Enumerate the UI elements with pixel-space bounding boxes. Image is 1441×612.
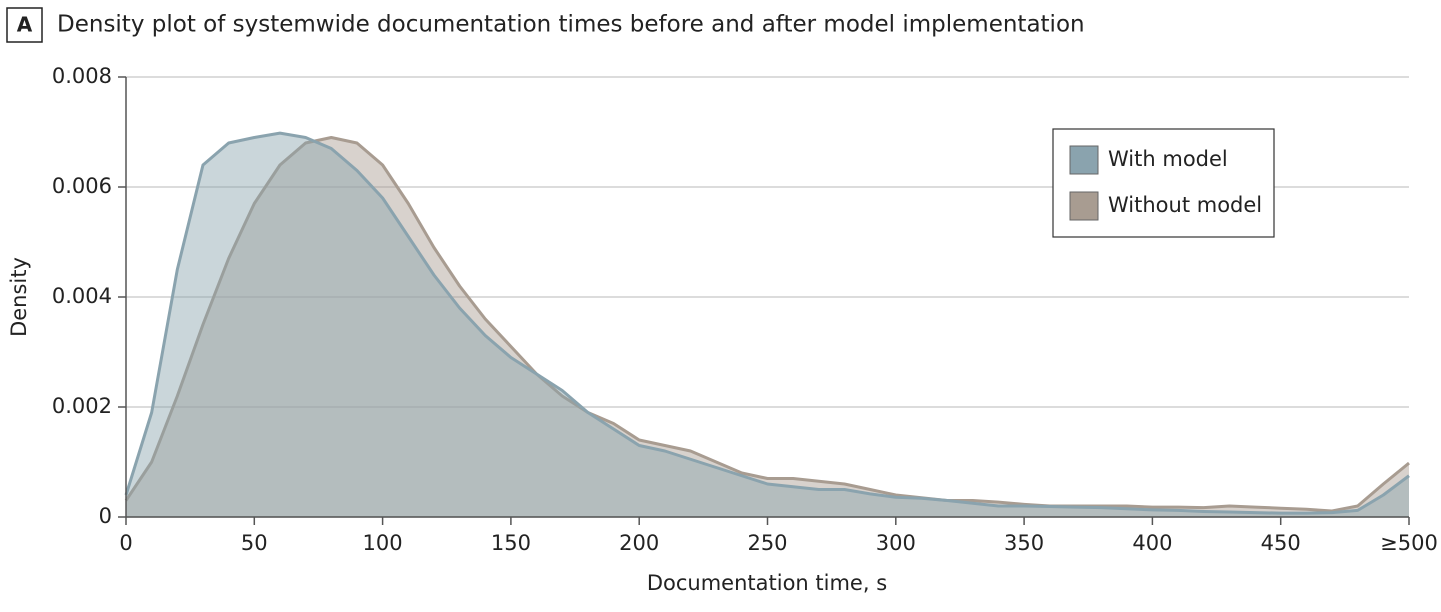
x-axis-label: Documentation time, s bbox=[647, 571, 887, 595]
x-tick-label: 300 bbox=[876, 531, 916, 555]
y-tick-label: 0.004 bbox=[52, 284, 112, 308]
legend-box bbox=[1052, 128, 1275, 238]
chart-title: Density plot of systemwide documentation… bbox=[57, 12, 1085, 38]
x-tick-label: 0 bbox=[119, 531, 132, 555]
legend-swatch bbox=[1069, 191, 1099, 221]
density-line bbox=[124, 131, 1410, 515]
x-tick-label: 250 bbox=[747, 531, 787, 555]
density-line bbox=[124, 136, 1410, 513]
legend-swatch bbox=[1069, 145, 1099, 175]
y-axis-label: Density bbox=[7, 257, 31, 337]
y-tick-label: 0.008 bbox=[52, 64, 112, 88]
legend-label: With model bbox=[1108, 147, 1228, 171]
x-tick-label: 350 bbox=[1004, 531, 1044, 555]
panel-label-box bbox=[6, 7, 43, 43]
y-tick-label: 0 bbox=[99, 504, 112, 528]
x-tick-label: ≥500 bbox=[1380, 531, 1438, 555]
x-tick-label: 50 bbox=[241, 531, 268, 555]
x-tick-label: 400 bbox=[1132, 531, 1172, 555]
x-tick-label: 150 bbox=[491, 531, 531, 555]
density-area bbox=[126, 133, 1409, 517]
density-area bbox=[126, 137, 1409, 517]
x-tick-label: 100 bbox=[363, 531, 403, 555]
y-tick-label: 0.002 bbox=[52, 394, 112, 418]
panel-label: A bbox=[17, 13, 33, 37]
legend-label: Without model bbox=[1108, 193, 1262, 217]
x-tick-label: 450 bbox=[1261, 531, 1301, 555]
x-tick-label: 200 bbox=[619, 531, 659, 555]
y-tick-label: 0.006 bbox=[52, 174, 112, 198]
